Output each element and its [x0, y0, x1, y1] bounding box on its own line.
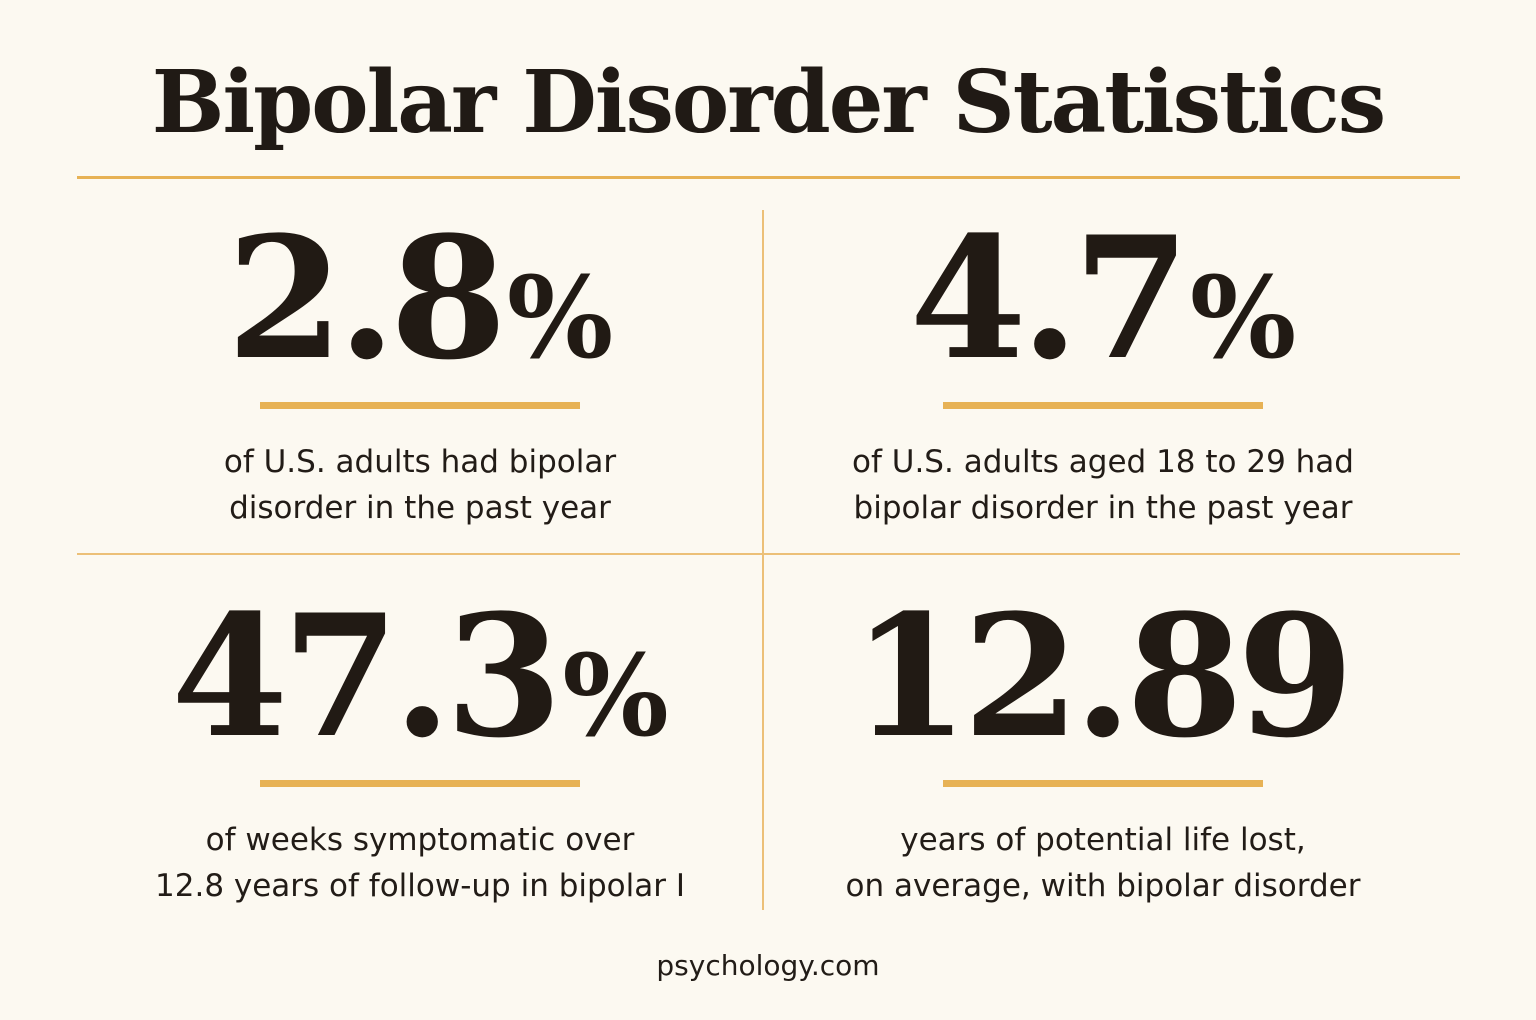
- stat-unit: %: [506, 253, 614, 384]
- source-credit: psychology.com: [656, 949, 880, 982]
- stat-weeks-symptomatic: 47.3% of weeks symptomatic over 12.8 yea…: [70, 586, 770, 909]
- stat-number: 2.8%: [70, 208, 770, 388]
- title-divider: [77, 176, 1460, 179]
- stat-adults-past-year: 2.8% of U.S. adults had bipolar disorder…: [70, 208, 770, 531]
- stat-caption: of U.S. adults aged 18 to 29 had bipolar…: [852, 444, 1354, 526]
- stat-underline: [943, 402, 1263, 409]
- stat-unit: %: [1189, 253, 1297, 384]
- horizontal-divider: [77, 553, 1460, 555]
- stat-underline: [260, 780, 580, 787]
- stat-underline: [260, 402, 580, 409]
- stat-value: 2.8: [226, 199, 507, 397]
- stat-number: 4.7%: [753, 208, 1453, 388]
- stat-caption: years of potential life lost, on average…: [845, 822, 1361, 904]
- stat-adults-18-29: 4.7% of U.S. adults aged 18 to 29 had bi…: [753, 208, 1453, 531]
- stat-caption: of weeks symptomatic over 12.8 years of …: [155, 822, 685, 904]
- stat-value: 12.89: [851, 577, 1354, 775]
- vertical-divider: [762, 210, 764, 910]
- stat-number: 47.3%: [70, 586, 770, 766]
- stat-caption: of U.S. adults had bipolar disorder in t…: [223, 444, 617, 526]
- stat-number: 12.89: [753, 586, 1453, 766]
- stat-unit: %: [562, 631, 669, 762]
- stat-years-life-lost: 12.89 years of potential life lost, on a…: [753, 586, 1453, 909]
- page-title: Bipolar Disorder Statistics: [151, 52, 1386, 153]
- stat-value: 47.3: [171, 577, 562, 775]
- stat-value: 4.7: [909, 199, 1190, 397]
- stat-underline: [943, 780, 1263, 787]
